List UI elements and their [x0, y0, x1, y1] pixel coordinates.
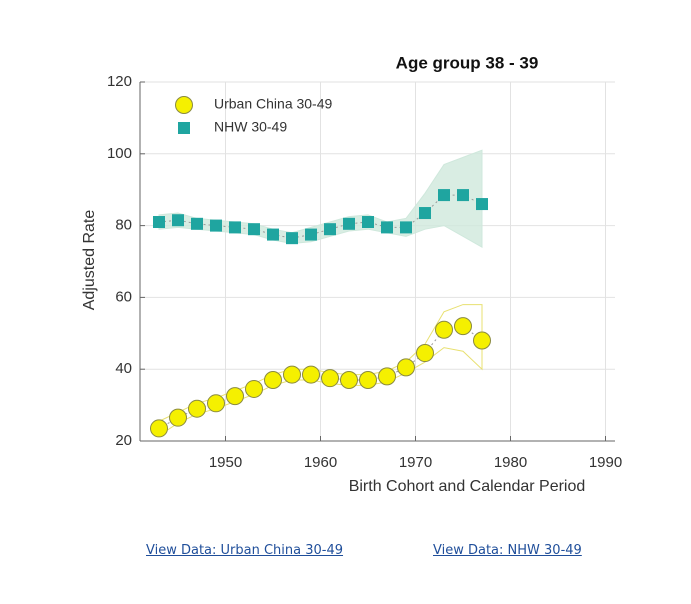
point: [150, 419, 168, 438]
legend-label: Urban China 30-49: [214, 96, 333, 112]
point: [283, 365, 301, 384]
point: [321, 369, 339, 388]
y-tick-label: 20: [115, 432, 132, 449]
point: [305, 228, 317, 241]
point: [267, 228, 279, 241]
point: [207, 394, 225, 413]
x-tick-label: 1980: [494, 454, 527, 471]
point: [210, 219, 222, 232]
view-data-link[interactable]: View Data: NHW 30-49: [433, 543, 582, 558]
x-tick-label: 1950: [209, 454, 242, 471]
point: [340, 370, 358, 389]
legend-marker: [175, 96, 193, 114]
point: [400, 221, 412, 234]
legend-marker: [178, 122, 190, 134]
point: [153, 216, 165, 229]
point: [435, 320, 453, 339]
y-tick-label: 100: [107, 145, 132, 162]
point: [416, 344, 434, 363]
x-axis-label: Birth Cohort and Calendar Period: [349, 478, 586, 495]
y-tick-label: 120: [107, 73, 132, 90]
point: [324, 223, 336, 236]
point: [172, 214, 184, 227]
point: [397, 358, 415, 377]
point: [191, 217, 203, 230]
point: [245, 379, 263, 398]
point: [378, 367, 396, 386]
point: [286, 232, 298, 245]
point: [169, 408, 187, 427]
x-tick-label: 1960: [304, 454, 337, 471]
point: [362, 216, 374, 229]
point: [438, 189, 450, 202]
point: [359, 370, 377, 389]
point: [226, 387, 244, 406]
y-tick-label: 40: [115, 360, 132, 377]
point: [302, 365, 320, 384]
point: [419, 207, 431, 220]
point: [473, 331, 491, 350]
x-tick-label: 1990: [589, 454, 622, 471]
point: [476, 198, 488, 211]
y-tick-label: 60: [115, 288, 132, 305]
point: [381, 221, 393, 234]
y-axis-label: Adjusted Rate: [81, 210, 98, 311]
x-tick-label: 1970: [399, 454, 432, 471]
legend-label: NHW 30-49: [214, 119, 287, 135]
y-tick-label: 80: [115, 217, 132, 234]
point: [454, 317, 472, 336]
point: [188, 399, 206, 418]
point: [264, 370, 282, 389]
point: [229, 221, 241, 234]
point: [343, 217, 355, 230]
point: [248, 223, 260, 236]
point: [457, 189, 469, 202]
chart-title: Age group 38 - 39: [396, 53, 539, 72]
view-data-link[interactable]: View Data: Urban China 30-49: [146, 543, 344, 558]
